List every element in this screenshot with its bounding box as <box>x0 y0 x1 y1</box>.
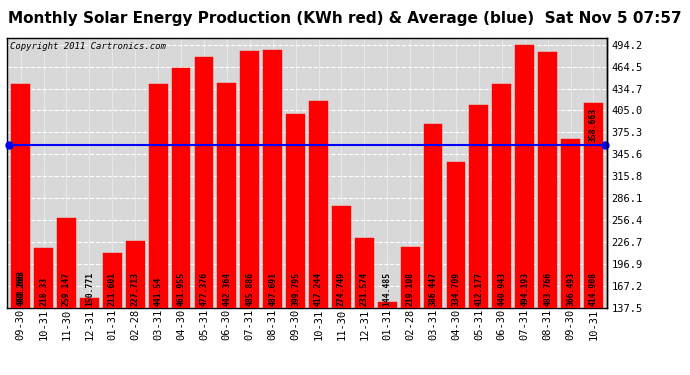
Bar <box>493 84 511 308</box>
Bar <box>34 248 53 308</box>
Text: 440.943: 440.943 <box>497 272 506 306</box>
Bar <box>11 84 30 308</box>
Bar <box>286 114 305 308</box>
Bar <box>172 69 190 308</box>
Text: 417.244: 417.244 <box>314 272 323 306</box>
Text: 494.193: 494.193 <box>520 272 529 306</box>
Bar <box>80 298 99 307</box>
Bar <box>515 45 534 308</box>
Bar <box>217 83 236 308</box>
Text: 441.54: 441.54 <box>154 277 163 306</box>
Bar <box>584 103 603 308</box>
Bar <box>149 84 168 308</box>
Text: 477.376: 477.376 <box>199 272 208 306</box>
Bar <box>126 241 145 308</box>
Text: 219.108: 219.108 <box>406 272 415 306</box>
Text: 358.663: 358.663 <box>16 270 25 304</box>
Bar <box>446 162 465 308</box>
Bar <box>424 124 442 308</box>
Text: 461.955: 461.955 <box>177 272 186 306</box>
Bar <box>57 218 76 308</box>
Text: 274.749: 274.749 <box>337 272 346 306</box>
Text: 218.33: 218.33 <box>39 277 48 306</box>
Text: 412.177: 412.177 <box>475 272 484 306</box>
Text: Monthly Solar Energy Production (KWh red) & Average (blue)  Sat Nov 5 07:57: Monthly Solar Energy Production (KWh red… <box>8 11 682 26</box>
Bar <box>561 139 580 308</box>
Bar <box>264 50 282 308</box>
Bar <box>309 101 328 308</box>
Bar <box>332 206 351 308</box>
Bar <box>469 105 489 308</box>
Bar <box>240 51 259 308</box>
Text: 211.601: 211.601 <box>108 272 117 306</box>
Text: 399.795: 399.795 <box>291 272 300 306</box>
Text: 144.485: 144.485 <box>383 272 392 306</box>
Bar <box>401 248 420 308</box>
Text: 227.713: 227.713 <box>130 272 139 306</box>
Text: 442.364: 442.364 <box>222 272 231 306</box>
Text: 386.447: 386.447 <box>428 272 437 306</box>
Text: 366.493: 366.493 <box>566 272 575 306</box>
Text: 150.771: 150.771 <box>85 272 94 306</box>
Text: 231.574: 231.574 <box>359 272 369 306</box>
Text: 440.266: 440.266 <box>16 272 25 306</box>
Text: 334.709: 334.709 <box>451 272 460 306</box>
Text: 259.147: 259.147 <box>62 272 71 306</box>
Text: 414.908: 414.908 <box>589 272 598 306</box>
Bar <box>103 253 121 308</box>
Text: 487.691: 487.691 <box>268 272 277 306</box>
Bar <box>195 57 213 308</box>
Text: Copyright 2011 Cartronics.com: Copyright 2011 Cartronics.com <box>10 42 166 51</box>
Text: 483.766: 483.766 <box>543 272 552 306</box>
Text: 485.886: 485.886 <box>245 272 255 306</box>
Bar <box>355 238 374 308</box>
Bar <box>538 53 557 308</box>
Text: 358.663: 358.663 <box>589 108 598 142</box>
Bar <box>378 302 397 307</box>
